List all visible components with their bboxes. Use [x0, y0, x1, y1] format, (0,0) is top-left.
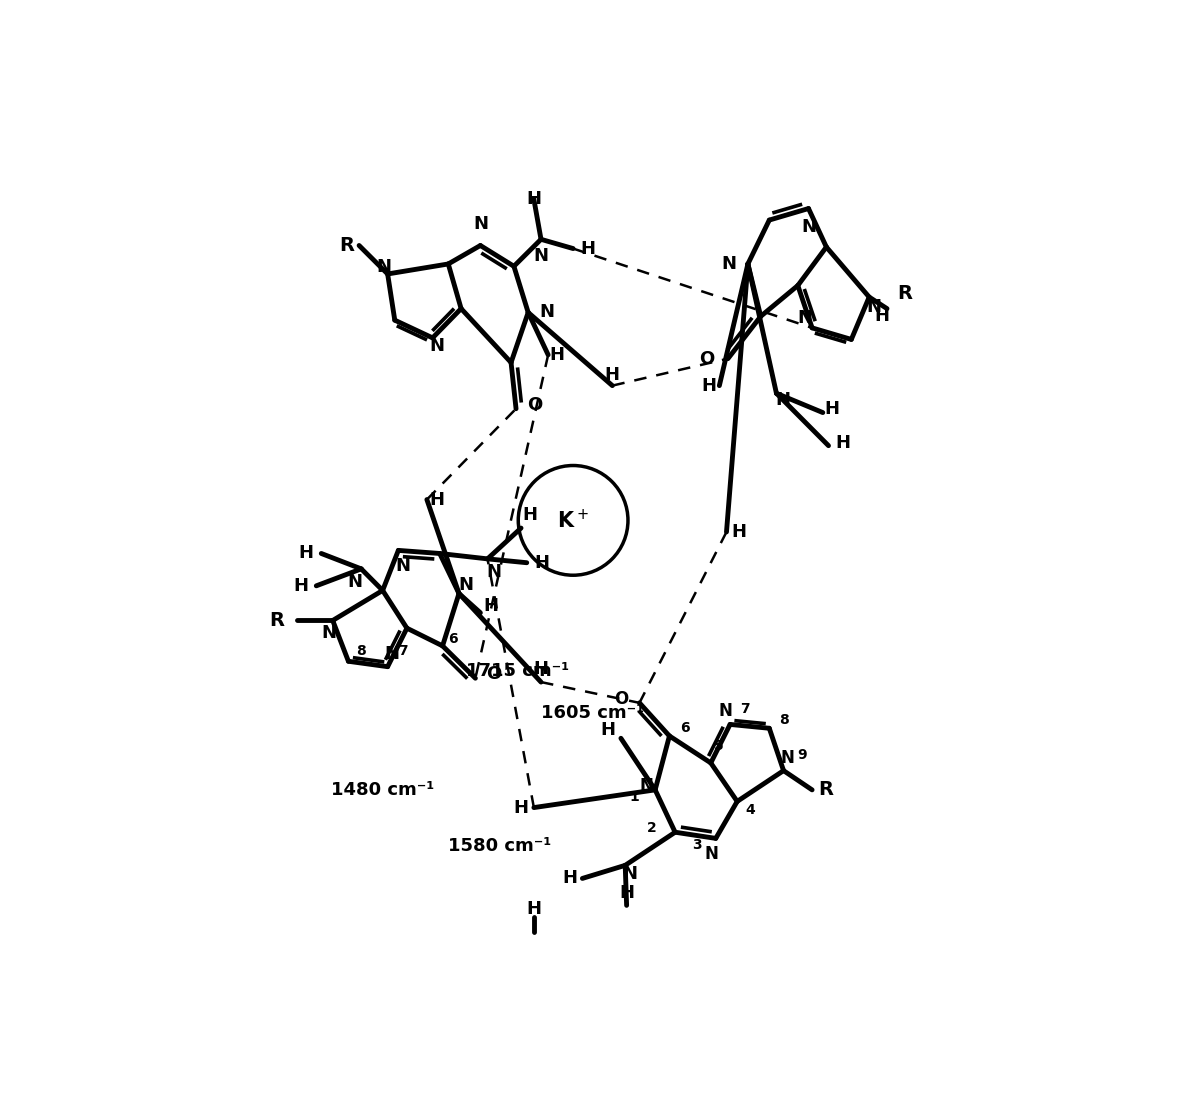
Text: N: N — [640, 777, 654, 795]
Text: H: H — [293, 576, 309, 595]
Text: H: H — [522, 506, 537, 524]
Text: H: H — [535, 553, 549, 572]
Text: N: N — [797, 309, 813, 327]
Text: H: H — [526, 900, 542, 918]
Text: N: N — [705, 845, 718, 863]
Text: 8: 8 — [780, 712, 789, 727]
Text: H: H — [526, 191, 542, 208]
Text: 1715 cm⁻¹: 1715 cm⁻¹ — [466, 662, 569, 680]
Text: K$^+$: K$^+$ — [557, 509, 589, 532]
Text: O: O — [486, 665, 502, 683]
Text: N: N — [458, 576, 473, 594]
Text: H: H — [298, 545, 313, 562]
Text: 3: 3 — [692, 838, 702, 852]
Text: N: N — [801, 218, 816, 236]
Text: H: H — [731, 523, 746, 541]
Text: H: H — [483, 597, 498, 615]
Text: N: N — [429, 338, 445, 355]
Text: R: R — [897, 284, 912, 302]
Text: N: N — [486, 562, 502, 581]
Text: 5: 5 — [715, 739, 724, 753]
Text: N: N — [781, 749, 795, 767]
Text: 2: 2 — [647, 821, 657, 835]
Text: H: H — [601, 721, 616, 739]
Text: H: H — [825, 400, 840, 418]
Text: H: H — [581, 240, 596, 258]
Text: 1605 cm⁻¹: 1605 cm⁻¹ — [541, 704, 644, 722]
Text: 7: 7 — [741, 703, 750, 716]
Text: N: N — [376, 259, 390, 276]
Text: N: N — [622, 865, 636, 882]
Text: H: H — [619, 883, 634, 902]
Text: N: N — [534, 248, 549, 265]
Text: N: N — [321, 624, 336, 642]
Text: 8: 8 — [356, 644, 366, 659]
Text: H: H — [429, 491, 445, 509]
Text: H: H — [549, 346, 564, 364]
Text: 1: 1 — [629, 789, 639, 803]
Text: H: H — [513, 799, 529, 817]
Text: N: N — [395, 557, 411, 574]
Text: N: N — [473, 216, 487, 233]
Text: O: O — [699, 350, 715, 367]
Text: N: N — [539, 304, 555, 321]
Text: N: N — [384, 646, 400, 663]
Text: H: H — [835, 434, 851, 453]
Text: N: N — [866, 298, 881, 317]
Text: 1580 cm⁻¹: 1580 cm⁻¹ — [448, 837, 551, 855]
Text: 1480 cm⁻¹: 1480 cm⁻¹ — [330, 780, 434, 799]
Text: 7: 7 — [397, 644, 408, 659]
Text: 6: 6 — [680, 720, 690, 734]
Text: R: R — [819, 780, 833, 799]
Text: 9: 9 — [797, 749, 807, 763]
Text: 4: 4 — [745, 803, 755, 817]
Text: R: R — [270, 610, 285, 630]
Text: N: N — [719, 701, 732, 720]
Text: H: H — [562, 869, 577, 888]
Text: R: R — [340, 236, 354, 255]
Text: H: H — [702, 377, 717, 395]
Text: O: O — [614, 689, 628, 708]
Text: H: H — [534, 661, 549, 678]
Text: N: N — [347, 572, 362, 591]
Text: H: H — [605, 366, 620, 385]
Text: N: N — [776, 391, 790, 409]
Text: 6: 6 — [448, 632, 458, 647]
Text: H: H — [874, 307, 890, 326]
Text: O: O — [526, 396, 542, 413]
Text: N: N — [722, 255, 737, 273]
